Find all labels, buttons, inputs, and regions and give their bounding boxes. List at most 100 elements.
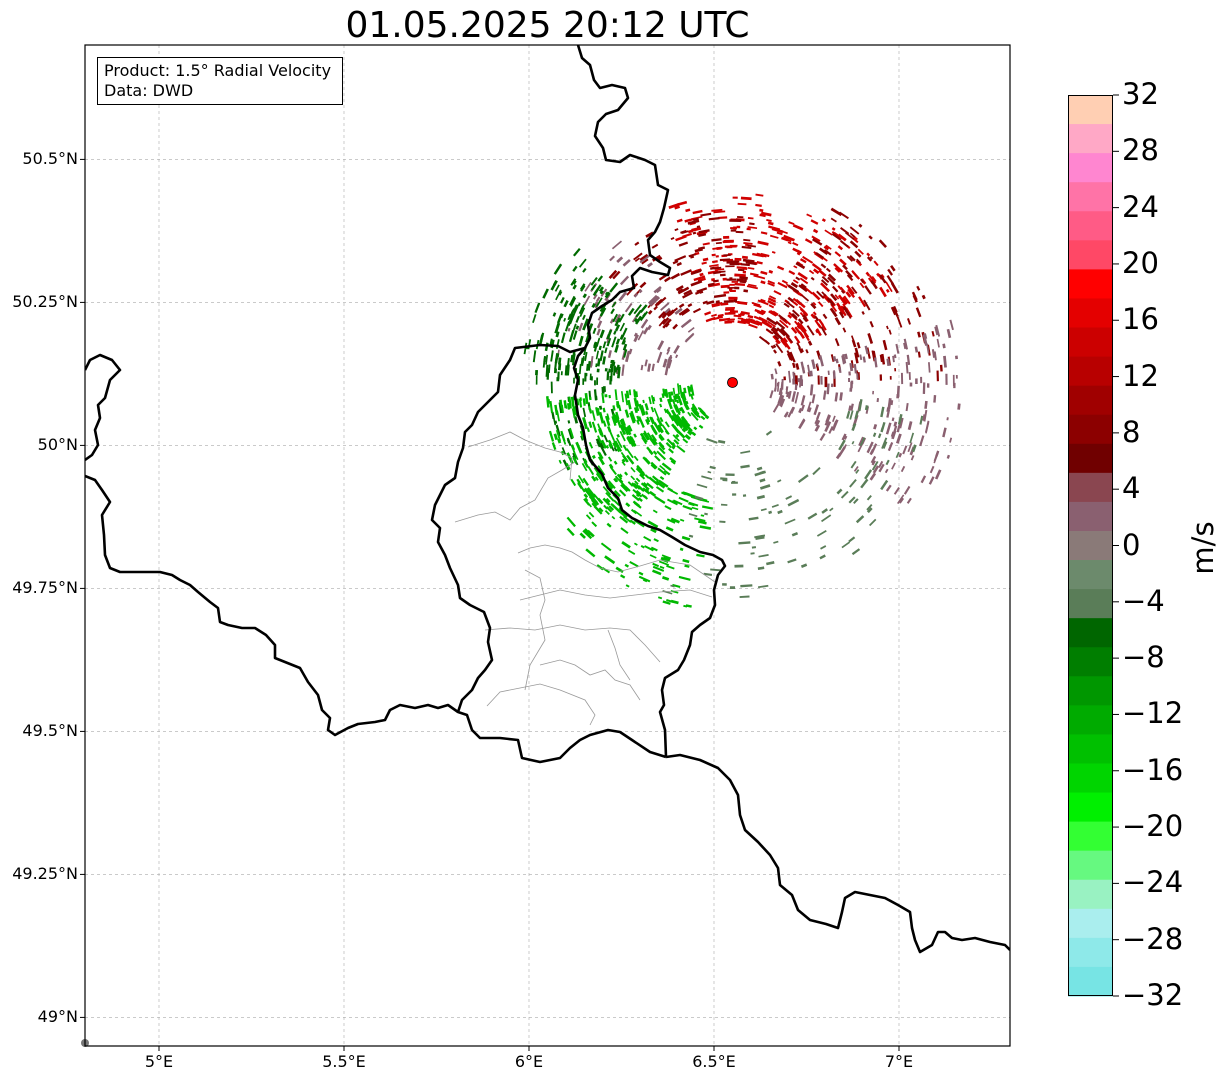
velocity-echo [742,258,755,263]
velocity-echo [656,417,664,427]
velocity-echo [579,307,586,317]
velocity-echo [798,331,806,339]
velocity-echo [682,504,693,511]
velocity-echo [662,576,670,581]
velocity-echo [857,248,864,255]
velocity-echo [849,410,854,420]
velocity-echo [636,465,645,475]
velocity-echo [605,497,611,503]
velocity-echo [598,405,603,410]
velocity-echo [701,475,713,480]
velocity-echo [777,391,783,404]
velocity-echo [578,335,584,347]
velocity-echo [943,355,947,368]
colorbar-segment [1068,472,1113,503]
velocity-echo [646,446,653,455]
velocity-echo [710,282,715,287]
velocity-echo [748,516,759,521]
velocity-echo [635,309,642,318]
velocity-echo [787,314,793,319]
velocity-echo [532,350,537,363]
velocity-echo [810,302,817,310]
velocity-echo [833,370,836,379]
velocity-echo [610,502,616,508]
velocity-echo [757,240,769,246]
velocity-echo [676,445,686,453]
velocity-echo [617,366,621,379]
velocity-echo [760,211,772,217]
velocity-echo [679,518,685,522]
velocity-echo [542,288,549,299]
velocity-echo [567,428,574,440]
velocity-echo [670,272,681,280]
velocity-echo [616,256,624,264]
velocity-echo [629,519,636,525]
velocity-echo [856,342,861,349]
velocity-echo [855,469,860,474]
velocity-echo [866,441,874,454]
velocity-echo [582,398,586,406]
velocity-echo [798,346,803,354]
velocity-echo [642,432,650,441]
velocity-echo [664,307,671,314]
velocity-echo [646,416,651,423]
velocity-echo [551,442,557,450]
velocity-echo [807,512,818,520]
velocity-echo [575,325,580,330]
velocity-echo [550,280,558,291]
velocity-echo [787,351,794,361]
velocity-echo [695,290,702,295]
velocity-echo [673,307,679,312]
velocity-echo [753,274,766,280]
velocity-echo [641,258,649,265]
velocity-echo [678,241,689,247]
velocity-echo [935,324,941,337]
velocity-echo [645,410,649,416]
velocity-echo [846,284,855,295]
velocity-echo [546,368,550,380]
velocity-echo [747,217,754,220]
velocity-echo [620,483,629,493]
velocity-echo [618,473,623,478]
velocity-echo [851,286,858,294]
velocity-echo [896,316,903,328]
velocity-echo [602,407,606,413]
velocity-echo [572,265,578,272]
velocity-echo [696,553,705,558]
velocity-echo [670,237,675,241]
velocity-echo [659,476,665,481]
velocity-echo [879,354,884,363]
velocity-echo [834,251,842,258]
velocity-echo [609,363,613,369]
velocity-echo [598,473,604,481]
velocity-echo [804,238,813,244]
velocity-echo [799,258,807,264]
velocity-echo [766,218,772,222]
velocity-echo [668,447,674,454]
velocity-echo [881,437,888,449]
velocity-echo [772,402,780,413]
velocity-echo [560,296,565,304]
velocity-echo [759,213,766,218]
velocity-echo [771,326,779,333]
colorbar-segment [1068,589,1113,619]
velocity-echo [902,445,908,455]
velocity-echo [602,497,611,506]
velocity-echo [682,558,690,564]
velocity-echo [820,282,831,293]
velocity-echo [638,403,643,410]
velocity-echo [619,515,629,524]
velocity-echo [655,298,663,305]
velocity-echo [767,299,777,307]
velocity-echo [806,325,815,336]
velocity-echo [667,356,673,365]
velocity-echo [578,398,583,408]
colorbar-tick-label: 16 [1122,302,1159,337]
colorbar-segment [1068,385,1113,416]
velocity-echo [832,356,837,362]
velocity-echo [855,258,862,264]
colorbar-tick-label: 24 [1122,189,1159,224]
velocity-echo [797,474,809,483]
velocity-echo [664,430,669,435]
velocity-echo [577,481,586,493]
